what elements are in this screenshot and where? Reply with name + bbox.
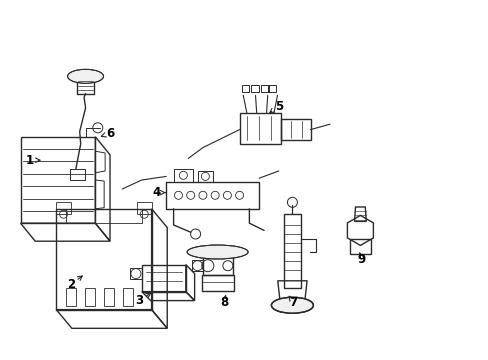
Ellipse shape [271,297,313,313]
Ellipse shape [67,69,103,83]
Ellipse shape [187,245,247,259]
Text: 7: 7 [289,296,297,309]
Text: 8: 8 [220,296,227,309]
Text: 1: 1 [25,154,33,167]
Text: 9: 9 [357,253,365,266]
Text: 2: 2 [67,278,75,291]
Text: 6: 6 [106,127,114,140]
Text: 5: 5 [274,100,282,113]
Text: 3: 3 [135,294,143,307]
Text: 4: 4 [152,186,160,199]
